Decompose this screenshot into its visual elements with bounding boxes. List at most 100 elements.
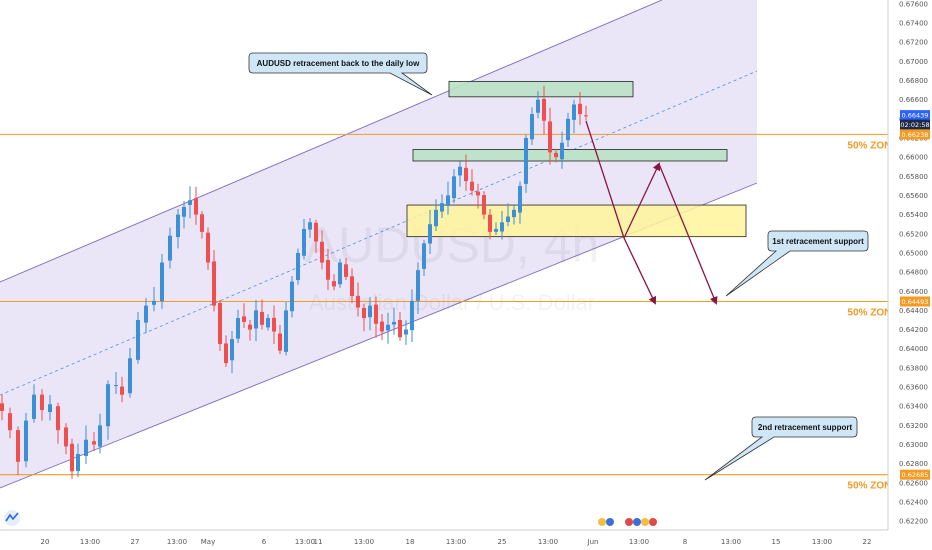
price-tick-label: 0.67600 — [899, 0, 928, 8]
callout-first-support: 1st retracement support — [725, 230, 869, 297]
candle-body — [446, 195, 450, 206]
projection-arrow[interactable] — [658, 163, 718, 305]
candle — [136, 311, 140, 364]
projection-arrow[interactable] — [623, 162, 661, 239]
candle — [160, 253, 164, 310]
candle-body — [114, 385, 118, 387]
projection-arrow[interactable] — [623, 237, 657, 305]
time-tick-label: 13:00 — [538, 538, 558, 546]
candle-body — [566, 118, 570, 141]
candle — [114, 372, 118, 394]
candle-body — [120, 386, 124, 395]
candle-body — [572, 104, 576, 120]
price-axis[interactable]: 0.67600 0.67400 0.67200 0.67000 0.66800 0.666… — [887, 0, 932, 530]
event-flag-icon[interactable] — [633, 518, 641, 526]
price-tick-label: 0.65400 — [899, 211, 928, 219]
price-badge-text: 02:02:58 — [900, 121, 929, 129]
event-flag-icon[interactable] — [641, 518, 649, 526]
candle — [272, 305, 276, 345]
candle-body — [554, 152, 558, 158]
candle-body — [200, 214, 204, 232]
tradingview-logo[interactable] — [4, 510, 20, 526]
time-axis-background — [0, 530, 932, 550]
price-tick-label: 0.62600 — [899, 479, 928, 487]
candle-body — [152, 300, 156, 305]
event-flag-icon[interactable] — [598, 518, 606, 526]
price-badge-bg — [900, 119, 930, 130]
candle — [106, 380, 110, 440]
time-tick-label: May — [201, 538, 215, 546]
time-tick-label: 13:00 — [629, 538, 649, 546]
candle — [458, 161, 462, 187]
candle-body — [380, 321, 384, 332]
candle — [506, 203, 510, 227]
candle — [470, 169, 474, 196]
candle-body — [64, 427, 68, 447]
event-flag-icon[interactable] — [606, 518, 614, 526]
event-flag-icon[interactable] — [649, 518, 657, 526]
candle — [0, 394, 4, 421]
candle — [428, 209, 432, 255]
time-tick-label: 6 — [262, 538, 267, 546]
candle — [404, 320, 408, 345]
candle — [350, 268, 354, 304]
callout-bubble — [704, 416, 858, 481]
price-tick-label: 0.64600 — [899, 288, 928, 296]
candle — [230, 331, 234, 374]
candle-body — [206, 232, 210, 263]
candle — [98, 413, 102, 454]
callout-text-first-support: 1st retracement support — [772, 237, 864, 246]
candle-body — [338, 262, 342, 285]
candle-body — [188, 200, 192, 205]
candle — [416, 262, 420, 314]
candle — [278, 324, 282, 355]
projection-arrow[interactable] — [585, 120, 625, 239]
candle-body — [56, 406, 60, 431]
level-label: 50% ZONE — [847, 481, 898, 492]
candle-body — [254, 310, 258, 329]
yellow-demand-zone[interactable] — [406, 204, 747, 238]
candle — [512, 204, 516, 225]
candle-body — [296, 252, 300, 281]
time-tick-label: Jun — [587, 538, 599, 546]
candle — [194, 186, 198, 225]
candle-body — [470, 181, 474, 191]
candle — [386, 312, 390, 344]
candle-body — [32, 394, 36, 419]
price-tick-label: 0.65800 — [899, 173, 928, 181]
economic-event-icons[interactable] — [598, 518, 657, 526]
green-zone[interactable] — [412, 149, 728, 162]
candle-body — [476, 191, 480, 196]
logo-mark-icon — [5, 512, 19, 522]
candle-body — [452, 176, 456, 199]
event-flag-icon[interactable] — [625, 518, 633, 526]
callout-bubble — [725, 230, 869, 297]
candle — [296, 248, 300, 285]
candle-body — [98, 425, 102, 447]
candle — [308, 218, 312, 238]
price-tick-label: 0.62800 — [899, 460, 928, 468]
candle — [542, 85, 546, 135]
candle — [344, 257, 348, 281]
time-tick-label: 13:00 — [721, 538, 741, 546]
candle — [440, 194, 444, 219]
candle-body — [76, 454, 80, 472]
time-tick-label: 18 — [406, 538, 415, 546]
candle — [392, 307, 396, 335]
candle-body — [266, 318, 270, 328]
green-zone[interactable] — [448, 81, 634, 98]
time-tick-label: 13:00 — [354, 538, 374, 546]
candle — [48, 394, 52, 421]
projection-arrows — [585, 120, 718, 305]
candle — [494, 222, 498, 236]
callout-bubble — [248, 52, 433, 96]
candle-body — [128, 358, 132, 394]
price-badge: 0.66439 — [900, 110, 930, 121]
price-badge: 0.62685 — [900, 469, 930, 480]
callout-text-daily-low: AUDUSD retracement back to the daily low — [257, 59, 420, 68]
candle-body — [500, 222, 504, 232]
candle — [212, 250, 216, 312]
